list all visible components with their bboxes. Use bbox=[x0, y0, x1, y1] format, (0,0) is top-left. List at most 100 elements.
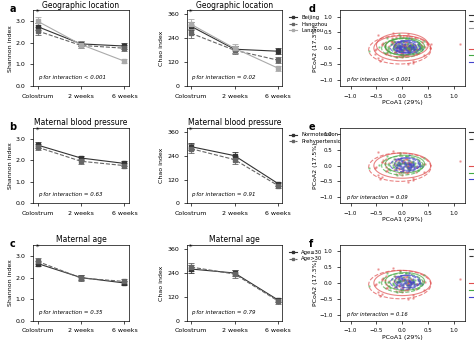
Point bbox=[382, 42, 389, 48]
Point bbox=[403, 44, 411, 50]
Point bbox=[409, 44, 417, 49]
Point bbox=[406, 278, 413, 283]
Point bbox=[402, 270, 410, 276]
Point bbox=[410, 280, 417, 285]
Point bbox=[414, 42, 421, 48]
Point bbox=[403, 33, 410, 39]
Text: p for interaction = 0.02: p for interaction = 0.02 bbox=[191, 75, 256, 80]
Point bbox=[410, 48, 418, 53]
Point bbox=[405, 44, 412, 50]
Point bbox=[396, 161, 403, 167]
Point bbox=[375, 162, 383, 167]
Point bbox=[381, 44, 389, 49]
Title: Geographic location: Geographic location bbox=[196, 1, 273, 10]
Point bbox=[410, 47, 418, 52]
Point bbox=[396, 150, 404, 156]
Point bbox=[401, 42, 408, 47]
Point bbox=[392, 54, 400, 59]
Point bbox=[396, 278, 404, 284]
Point bbox=[410, 293, 417, 298]
Point bbox=[416, 43, 423, 49]
Point bbox=[391, 42, 399, 48]
Point bbox=[377, 176, 384, 181]
Point bbox=[407, 276, 415, 282]
Y-axis label: Chao index: Chao index bbox=[159, 265, 164, 301]
Point bbox=[384, 48, 392, 54]
Point bbox=[400, 160, 408, 165]
Point bbox=[407, 48, 414, 54]
Point bbox=[395, 47, 402, 53]
Point bbox=[409, 42, 417, 48]
Text: *: * bbox=[189, 127, 193, 132]
Point bbox=[401, 38, 409, 43]
Point bbox=[413, 164, 420, 169]
Point bbox=[390, 47, 398, 52]
Point bbox=[392, 283, 400, 288]
Point bbox=[399, 285, 407, 290]
Point bbox=[371, 282, 379, 288]
Point bbox=[400, 45, 408, 50]
Point bbox=[409, 278, 417, 283]
Point bbox=[407, 281, 414, 287]
Point bbox=[392, 158, 400, 164]
Point bbox=[404, 48, 412, 53]
Point bbox=[373, 47, 380, 52]
Point bbox=[386, 50, 394, 56]
Point bbox=[409, 42, 416, 47]
Point bbox=[399, 170, 407, 175]
Point bbox=[399, 50, 406, 56]
Point bbox=[378, 57, 386, 62]
Point bbox=[396, 161, 404, 166]
Point bbox=[385, 162, 393, 168]
Point bbox=[394, 45, 401, 50]
Point bbox=[420, 155, 428, 161]
Point bbox=[401, 273, 409, 278]
Point bbox=[405, 164, 413, 170]
Point bbox=[418, 164, 426, 169]
Point bbox=[412, 47, 420, 52]
Point bbox=[390, 43, 398, 49]
Point bbox=[413, 281, 420, 286]
Point bbox=[417, 162, 424, 168]
Point bbox=[397, 165, 405, 171]
Point bbox=[406, 48, 413, 53]
Point bbox=[398, 160, 405, 166]
Point bbox=[382, 51, 390, 56]
Point bbox=[400, 47, 407, 52]
Point bbox=[405, 46, 412, 51]
Point bbox=[413, 45, 421, 50]
Point bbox=[383, 285, 391, 291]
Point bbox=[382, 281, 390, 287]
Point bbox=[406, 153, 413, 158]
Point bbox=[391, 43, 399, 48]
Point bbox=[401, 47, 408, 52]
Point bbox=[395, 288, 403, 294]
Point bbox=[396, 274, 403, 279]
Point bbox=[397, 48, 405, 53]
Point bbox=[413, 164, 420, 170]
Point bbox=[409, 159, 416, 164]
Text: *: * bbox=[189, 9, 193, 15]
Point bbox=[394, 162, 401, 168]
Point bbox=[374, 149, 382, 155]
Point bbox=[398, 41, 405, 46]
Point bbox=[399, 34, 406, 40]
Point bbox=[402, 281, 410, 286]
Point bbox=[411, 42, 419, 48]
Title: Maternal blood pressure: Maternal blood pressure bbox=[188, 118, 281, 127]
Point bbox=[406, 43, 414, 49]
Point bbox=[389, 265, 397, 271]
Point bbox=[417, 280, 424, 285]
Point bbox=[392, 167, 400, 172]
Point bbox=[401, 46, 409, 51]
Point bbox=[391, 156, 398, 162]
Point bbox=[404, 40, 411, 46]
Point bbox=[399, 38, 406, 44]
Point bbox=[401, 43, 409, 49]
Point bbox=[409, 276, 416, 282]
Point bbox=[400, 50, 407, 55]
Point bbox=[400, 165, 407, 170]
Point bbox=[389, 35, 396, 40]
Point bbox=[378, 42, 386, 48]
Y-axis label: Shannon index: Shannon index bbox=[8, 259, 13, 306]
